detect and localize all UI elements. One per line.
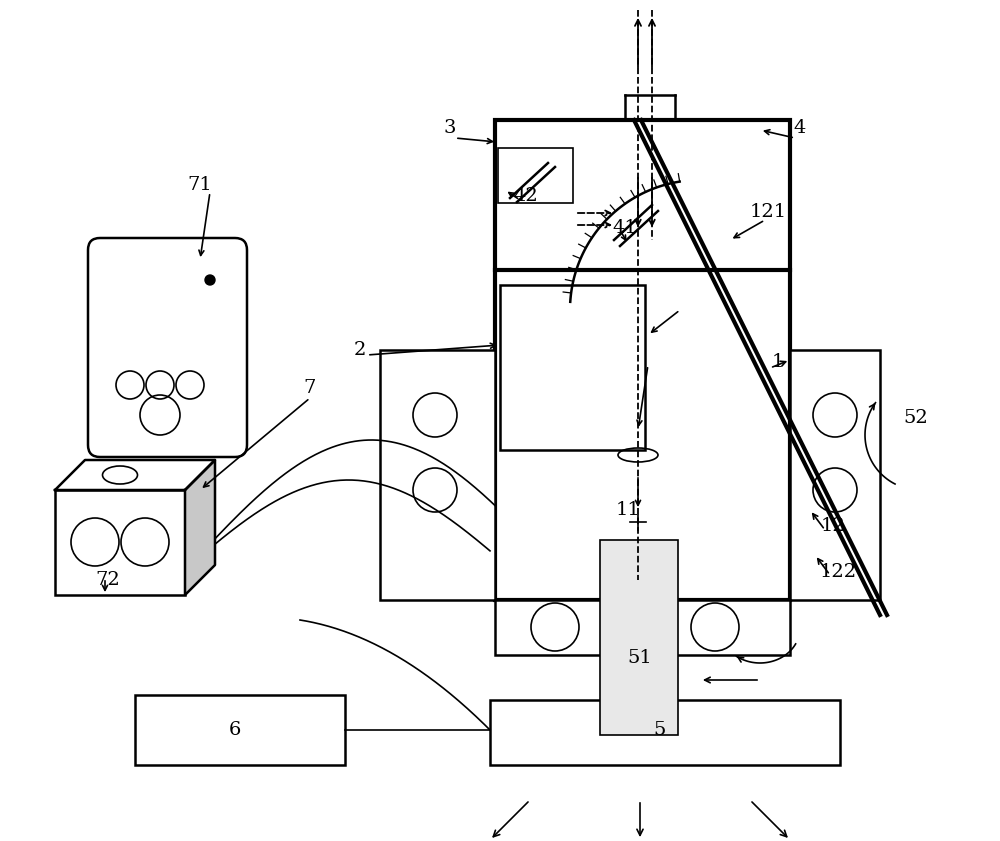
Bar xyxy=(495,600,790,655)
FancyBboxPatch shape xyxy=(88,238,247,457)
Text: 12: 12 xyxy=(821,517,845,535)
Bar xyxy=(490,700,840,765)
Text: 72: 72 xyxy=(96,571,120,589)
Text: 41: 41 xyxy=(613,219,637,237)
Text: 42: 42 xyxy=(514,187,538,205)
Text: 5: 5 xyxy=(654,721,666,739)
Polygon shape xyxy=(55,460,215,490)
Text: 7: 7 xyxy=(304,379,316,397)
Bar xyxy=(500,285,645,450)
Text: 3: 3 xyxy=(444,119,456,137)
Text: 52: 52 xyxy=(904,409,928,427)
Text: 51: 51 xyxy=(628,649,652,667)
Bar xyxy=(790,350,880,600)
Text: 6: 6 xyxy=(229,721,241,739)
Bar xyxy=(135,695,345,765)
Text: 121: 121 xyxy=(749,203,787,221)
Text: 4: 4 xyxy=(794,119,806,137)
Text: 122: 122 xyxy=(819,563,857,581)
Text: 71: 71 xyxy=(188,176,212,194)
Text: 2: 2 xyxy=(354,341,366,359)
Text: 11: 11 xyxy=(616,501,640,519)
Bar xyxy=(120,270,210,335)
Bar xyxy=(495,120,790,600)
Bar xyxy=(600,540,678,735)
Bar xyxy=(55,490,185,595)
Circle shape xyxy=(205,275,215,285)
Polygon shape xyxy=(185,460,215,595)
Bar xyxy=(498,148,573,203)
Text: 1: 1 xyxy=(772,353,784,371)
Bar xyxy=(380,350,495,600)
